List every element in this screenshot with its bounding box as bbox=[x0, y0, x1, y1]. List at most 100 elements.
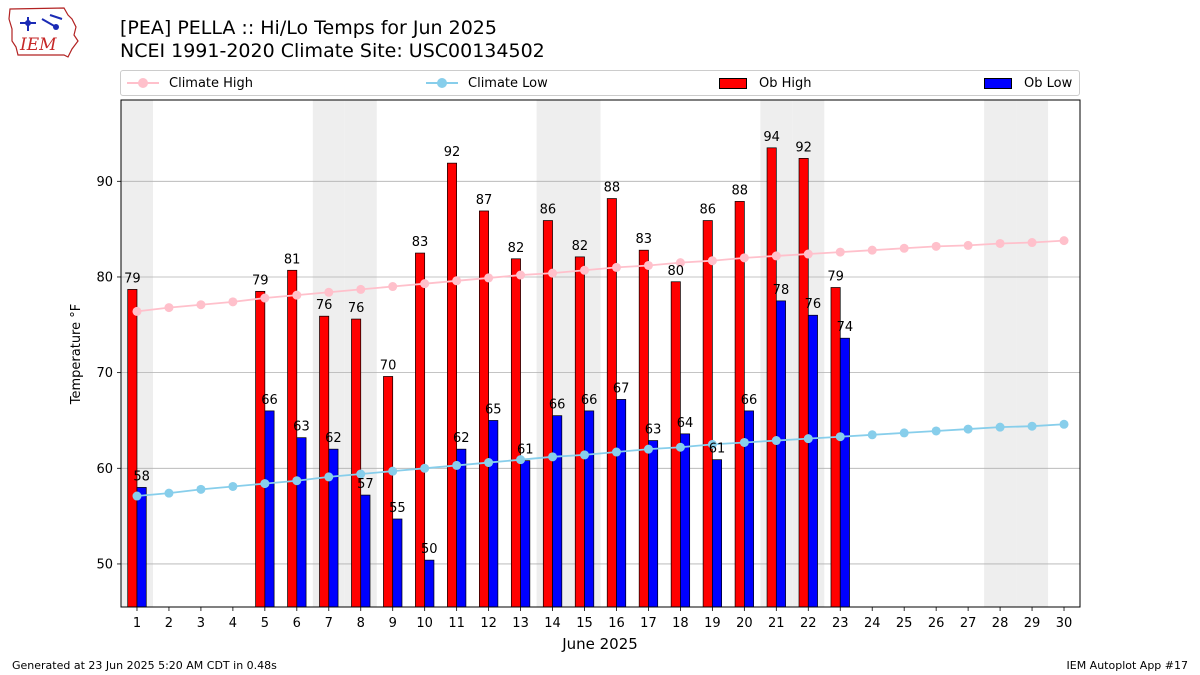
climate-high-point bbox=[867, 245, 877, 255]
ob-high-bar bbox=[542, 220, 553, 608]
x-tick-label: 28 bbox=[992, 616, 1009, 631]
ob-high-bar bbox=[510, 258, 521, 608]
climate-high-point bbox=[132, 306, 142, 316]
climate-high-point bbox=[516, 270, 526, 280]
climate-high-point bbox=[995, 238, 1005, 248]
legend-line-swatch bbox=[127, 78, 159, 88]
ob-high-label: 79 bbox=[252, 273, 269, 288]
ob-low-bar bbox=[680, 433, 691, 608]
ob-high-label: 79 bbox=[827, 269, 844, 284]
climate-low-point bbox=[963, 424, 973, 434]
climate-high-point bbox=[611, 262, 621, 272]
ob-low-label: 55 bbox=[389, 501, 406, 516]
climate-low-line bbox=[136, 423, 1065, 497]
ob-low-label: 66 bbox=[741, 393, 758, 408]
chart-subtitle: NCEI 1991-2020 Climate Site: USC00134502 bbox=[120, 40, 545, 62]
ob-low-bar bbox=[520, 460, 531, 608]
climate-low-point bbox=[420, 463, 430, 473]
ob-low-label: 67 bbox=[613, 381, 630, 396]
x-tick-label: 18 bbox=[672, 616, 689, 631]
ob-low-bar bbox=[136, 487, 147, 608]
legend-bar-swatch bbox=[984, 77, 1012, 89]
legend-item-climate-high: Climate High bbox=[127, 71, 253, 95]
ob-low-label: 61 bbox=[709, 442, 726, 457]
x-tick-label: 4 bbox=[229, 616, 237, 631]
x-tick-label: 20 bbox=[736, 616, 753, 631]
ob-low-label: 50 bbox=[421, 542, 438, 557]
ob-high-bar bbox=[702, 220, 713, 608]
x-tick-label: 26 bbox=[928, 616, 945, 631]
climate-low-point bbox=[643, 444, 653, 454]
y-axis-label: Temperature °F bbox=[69, 304, 84, 405]
ob-low-label: 64 bbox=[677, 416, 694, 431]
ob-high-label: 88 bbox=[731, 183, 748, 198]
legend-item-ob-high: Ob High bbox=[719, 71, 812, 95]
x-tick-label: 23 bbox=[832, 616, 849, 631]
ob-low-label: 66 bbox=[261, 393, 278, 408]
ob-high-label: 86 bbox=[699, 203, 716, 218]
ob-low-label: 65 bbox=[485, 402, 502, 417]
ob-low-bar bbox=[456, 448, 467, 608]
climate-high-line bbox=[136, 239, 1065, 313]
climate-low-point bbox=[260, 479, 270, 489]
ob-high-label: 87 bbox=[476, 193, 493, 208]
climate-low-point bbox=[164, 488, 174, 498]
legend-label: Ob High bbox=[759, 75, 812, 91]
climate-low-point bbox=[580, 450, 590, 460]
climate-low-point bbox=[516, 455, 526, 465]
climate-high-point bbox=[963, 240, 973, 250]
climate-high-point bbox=[196, 300, 206, 310]
ob-high-label: 86 bbox=[540, 203, 557, 218]
ob-low-bar bbox=[712, 459, 723, 608]
climate-low-point bbox=[292, 476, 302, 486]
x-tick-label: 2 bbox=[165, 616, 173, 631]
ob-low-label: 57 bbox=[357, 477, 374, 492]
y-tick-label: 50 bbox=[96, 557, 113, 572]
ob-high-bar bbox=[447, 162, 458, 608]
legend-label: Climate High bbox=[169, 75, 254, 91]
ob-high-bar bbox=[351, 318, 362, 608]
ob-high-bar bbox=[606, 198, 617, 608]
climate-high-point bbox=[580, 265, 590, 275]
y-tick-label: 90 bbox=[96, 175, 113, 190]
climate-high-point bbox=[835, 247, 845, 257]
ob-low-bar bbox=[552, 415, 563, 608]
x-tick-label: 3 bbox=[197, 616, 205, 631]
x-tick-label: 1 bbox=[133, 616, 141, 631]
climate-high-point bbox=[452, 276, 462, 286]
y-tick-label: 70 bbox=[96, 366, 113, 381]
ob-low-label: 61 bbox=[517, 443, 534, 458]
grid-layer bbox=[121, 180, 1080, 565]
climate-high-point bbox=[324, 287, 334, 297]
climate-high-point bbox=[548, 268, 558, 278]
climate-high-point bbox=[1059, 236, 1069, 246]
legend-label: Climate Low bbox=[468, 75, 548, 91]
iem-logo: IEM bbox=[8, 7, 79, 58]
footer-app-text: IEM Autoplot App #17 bbox=[1066, 659, 1189, 672]
ob-low-label: 66 bbox=[581, 393, 598, 408]
x-tick-label: 15 bbox=[576, 616, 593, 631]
ob-high-label: 82 bbox=[508, 241, 525, 256]
legend-label: Ob Low bbox=[1024, 75, 1073, 91]
x-tick-label: 5 bbox=[261, 616, 269, 631]
ob-low-bar bbox=[807, 314, 818, 608]
climate-low-point bbox=[196, 484, 206, 494]
x-tick-label: 30 bbox=[1056, 616, 1073, 631]
x-tick-label: 24 bbox=[864, 616, 881, 631]
climate-high-point bbox=[420, 279, 430, 289]
x-tick-label: 21 bbox=[768, 616, 785, 631]
x-tick-label: 25 bbox=[896, 616, 913, 631]
ob-high-bar bbox=[287, 269, 298, 608]
bar-layer bbox=[127, 147, 850, 608]
climate-low-point bbox=[611, 447, 621, 457]
climate-high-point bbox=[931, 241, 941, 251]
ob-high-label: 88 bbox=[604, 181, 621, 196]
x-tick-label: 17 bbox=[640, 616, 657, 631]
climate-low-point bbox=[899, 428, 909, 438]
ob-low-bar bbox=[296, 437, 307, 608]
legend: Climate High Climate Low Ob High Ob Low bbox=[120, 70, 1080, 96]
ob-low-bar bbox=[424, 559, 435, 608]
ob-high-label: 82 bbox=[572, 239, 589, 254]
ob-high-label: 81 bbox=[284, 252, 301, 267]
climate-low-point bbox=[707, 439, 717, 449]
